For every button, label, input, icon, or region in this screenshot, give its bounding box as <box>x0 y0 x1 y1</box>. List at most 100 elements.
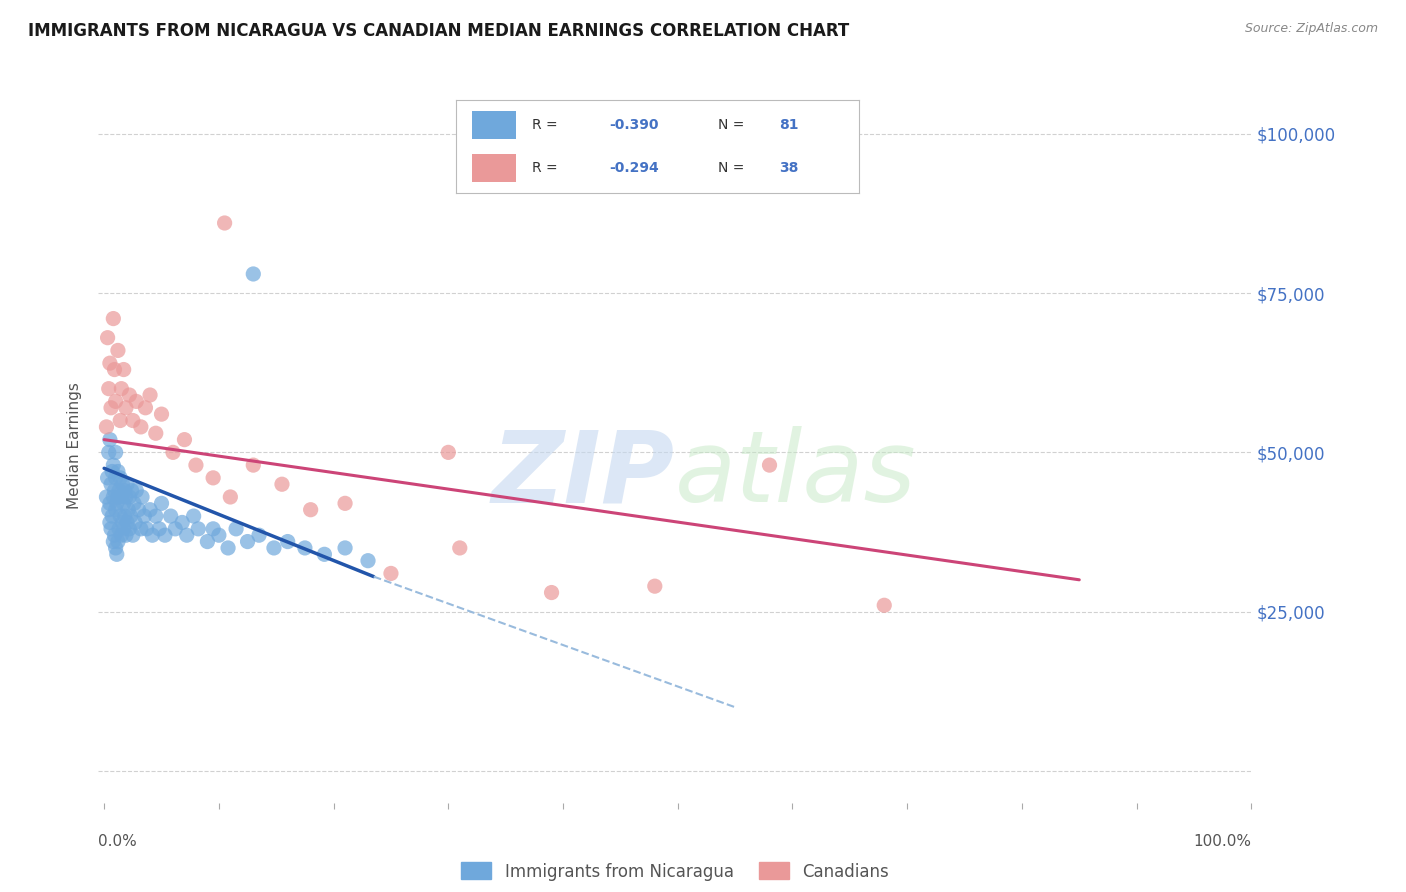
Point <box>219 490 242 504</box>
Point <box>105 547 128 561</box>
Point <box>134 509 156 524</box>
Point <box>115 528 138 542</box>
Point <box>110 413 132 427</box>
Point <box>97 331 120 345</box>
Point <box>139 502 162 516</box>
Point <box>97 445 120 459</box>
Point <box>104 502 127 516</box>
Text: ZIP: ZIP <box>492 426 675 523</box>
Point <box>165 522 187 536</box>
Point <box>128 502 150 516</box>
Point <box>150 496 173 510</box>
Point <box>141 528 163 542</box>
Point <box>150 407 173 421</box>
Point <box>380 566 402 581</box>
Point <box>111 477 134 491</box>
Point <box>121 483 143 498</box>
Point <box>214 216 236 230</box>
Point <box>125 394 148 409</box>
Point <box>110 471 132 485</box>
Point <box>187 522 209 536</box>
Point <box>111 516 134 530</box>
Point <box>183 509 205 524</box>
Point <box>873 599 896 613</box>
Point <box>103 490 125 504</box>
Text: 100.0%: 100.0% <box>1194 834 1251 849</box>
Y-axis label: Median Earnings: Median Earnings <box>67 383 83 509</box>
Point <box>173 433 195 447</box>
Point <box>540 585 562 599</box>
Point <box>115 490 138 504</box>
Point <box>299 502 322 516</box>
Point <box>125 483 148 498</box>
Point <box>114 483 136 498</box>
Point <box>159 509 181 524</box>
Point <box>115 401 138 415</box>
Point <box>172 516 194 530</box>
Point <box>97 502 120 516</box>
Point <box>101 509 124 524</box>
Point <box>108 483 131 498</box>
Point <box>131 490 153 504</box>
Point <box>197 534 219 549</box>
Point <box>120 509 142 524</box>
Point <box>121 413 143 427</box>
Point <box>97 382 120 396</box>
Point <box>449 541 471 555</box>
Point <box>104 394 127 409</box>
Point <box>100 401 122 415</box>
Point <box>145 426 167 441</box>
Point <box>115 516 138 530</box>
Point <box>176 528 198 542</box>
Point <box>105 496 128 510</box>
Point <box>115 477 138 491</box>
Point <box>104 471 127 485</box>
Point <box>294 541 316 555</box>
Text: Source: ZipAtlas.com: Source: ZipAtlas.com <box>1244 22 1378 36</box>
Point <box>148 522 170 536</box>
Point <box>139 388 162 402</box>
Point <box>110 382 132 396</box>
Point <box>107 465 129 479</box>
Text: IMMIGRANTS FROM NICARAGUA VS CANADIAN MEDIAN EARNINGS CORRELATION CHART: IMMIGRANTS FROM NICARAGUA VS CANADIAN ME… <box>28 22 849 40</box>
Point <box>236 534 259 549</box>
Point <box>145 509 167 524</box>
Point <box>225 522 247 536</box>
Point <box>112 522 135 536</box>
Point <box>97 471 120 485</box>
Point <box>98 433 121 447</box>
Point <box>101 465 124 479</box>
Point <box>122 496 145 510</box>
Point <box>271 477 294 491</box>
Point <box>333 541 356 555</box>
Point <box>117 502 139 516</box>
Point <box>217 541 239 555</box>
Text: 0.0%: 0.0% <box>98 834 138 849</box>
Point <box>437 445 460 459</box>
Point <box>134 401 156 415</box>
Legend: Immigrants from Nicaragua, Canadians: Immigrants from Nicaragua, Canadians <box>454 855 896 888</box>
Point <box>758 458 780 472</box>
Point <box>118 388 141 402</box>
Point <box>104 541 127 555</box>
Point <box>333 496 356 510</box>
Point <box>184 458 207 472</box>
Point <box>202 522 225 536</box>
Point <box>129 420 152 434</box>
Point <box>110 528 132 542</box>
Point <box>357 554 380 568</box>
Point <box>96 420 118 434</box>
Point <box>107 343 129 358</box>
Point <box>96 490 118 504</box>
Point <box>247 528 270 542</box>
Point <box>263 541 285 555</box>
Point <box>107 490 129 504</box>
Point <box>129 522 152 536</box>
Point <box>124 516 146 530</box>
Point <box>314 547 336 561</box>
Point <box>112 362 135 376</box>
Point <box>110 509 132 524</box>
Text: atlas: atlas <box>675 426 917 523</box>
Point <box>121 528 143 542</box>
Point <box>277 534 299 549</box>
